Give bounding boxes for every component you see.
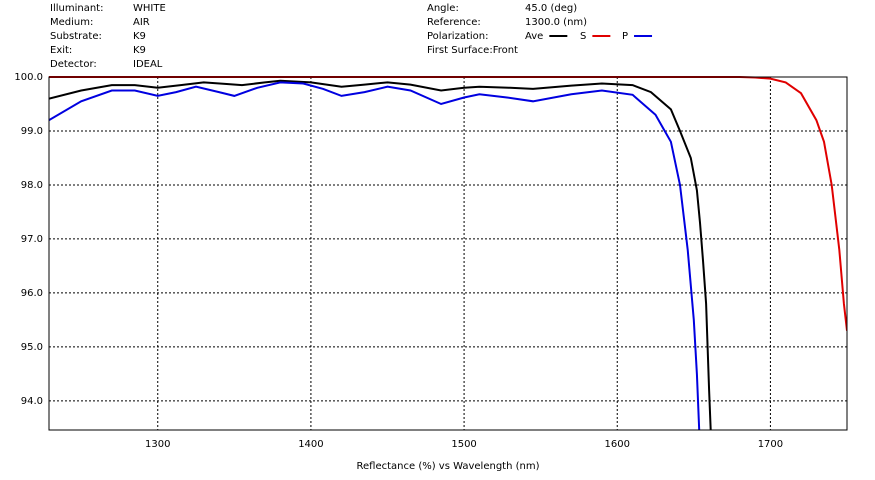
y-tick-label: 95.0	[21, 342, 43, 353]
y-tick-label: 98.0	[21, 180, 43, 191]
x-tick-label: 1500	[451, 439, 476, 450]
x-tick-label: 1700	[758, 439, 783, 450]
info-value: K9	[133, 31, 146, 42]
info-value: K9	[133, 45, 146, 56]
x-tick-label: 1300	[145, 439, 170, 450]
x-axis-label: Reflectance (%) vs Wavelength (nm)	[357, 461, 540, 472]
info-value: WHITE	[133, 3, 166, 14]
info-value: 1300.0 (nm)	[525, 17, 587, 28]
info-label: Detector:	[50, 59, 97, 70]
legend-label: Ave	[525, 31, 543, 42]
info-label: Exit:	[50, 45, 72, 56]
x-tick-label: 1400	[298, 439, 323, 450]
legend-label: S	[580, 31, 586, 42]
info-value: AIR	[133, 17, 150, 28]
info-label: Angle:	[427, 3, 459, 14]
info-value: IDEAL	[133, 59, 163, 70]
y-tick-label: 94.0	[21, 396, 43, 407]
series-line	[49, 81, 701, 430]
plot-frame	[48, 76, 848, 431]
legend-title: Polarization:	[427, 31, 489, 42]
legend-label: P	[622, 31, 628, 42]
y-tick-label: 96.0	[21, 288, 43, 299]
y-tick-label: 97.0	[21, 234, 43, 245]
series-line	[49, 76, 847, 331]
info-label: Medium:	[50, 17, 93, 28]
y-tick-label: 100.0	[14, 72, 43, 83]
info-label: Illuminant:	[50, 3, 103, 14]
info-label: Substrate:	[50, 31, 102, 42]
info-value: 45.0 (deg)	[525, 3, 577, 14]
y-tick-label: 99.0	[21, 126, 43, 137]
first-surface: First Surface:Front	[427, 45, 518, 56]
info-label: Reference:	[427, 17, 481, 28]
series-line	[49, 79, 712, 430]
x-tick-label: 1600	[605, 439, 630, 450]
